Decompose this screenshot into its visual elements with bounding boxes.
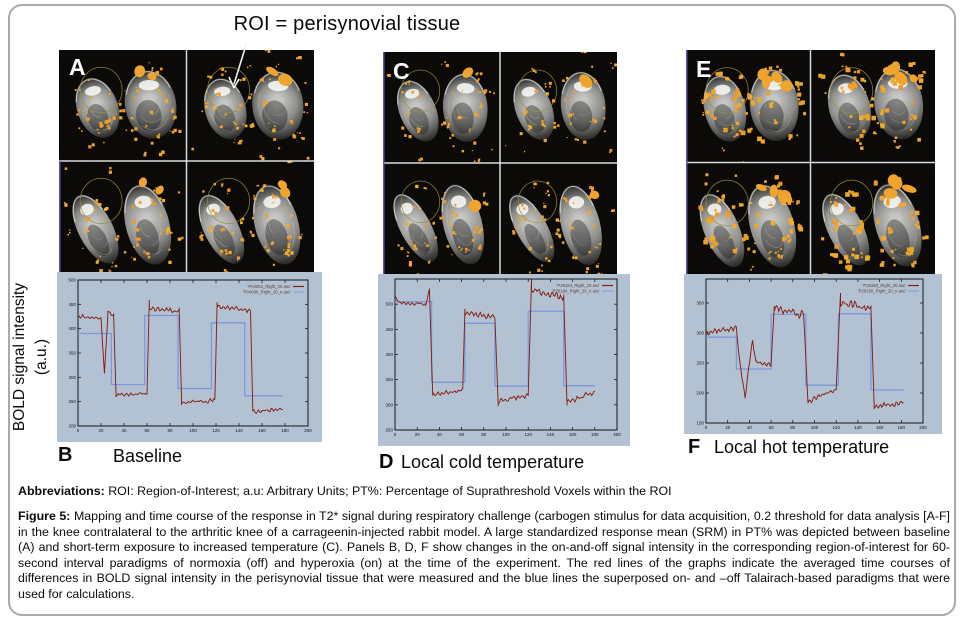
figure-caption-text: Mapping and time course of the response … bbox=[18, 509, 950, 601]
caption-baseline: Baseline bbox=[113, 446, 183, 466]
y-axis-label-line2: (a.u.) bbox=[32, 338, 50, 376]
abbreviations-lead: Abbreviations: bbox=[18, 484, 105, 498]
figure-caption: Figure 5: Mapping and time course of the… bbox=[18, 509, 950, 602]
panel-letter-c: C bbox=[393, 58, 410, 84]
bold-graph-hot bbox=[684, 274, 942, 434]
y-axis-label-line1: BOLD signal intensity bbox=[11, 282, 28, 432]
y-axis-label: BOLD signal intensity (a.u.) bbox=[9, 247, 57, 467]
figure-border bbox=[8, 4, 956, 616]
mri-panel-hot bbox=[686, 50, 935, 275]
panel-letter-f: F bbox=[688, 436, 701, 458]
caption-hot: Local hot temperature bbox=[714, 437, 890, 457]
panel-letter-e: E bbox=[696, 56, 712, 82]
panel-letter-a: A bbox=[69, 54, 86, 80]
mri-panel-cold bbox=[383, 52, 617, 274]
panel-letter-d: D bbox=[379, 451, 394, 473]
mri-panel-baseline bbox=[59, 50, 314, 272]
caption-cold: Local cold temperature bbox=[401, 452, 585, 472]
abbreviations-text: ROI: Region-of-Interest; a.u: Arbitrary … bbox=[104, 484, 672, 498]
figure-caption-lead: Figure 5: bbox=[18, 509, 71, 523]
bold-graph-baseline bbox=[57, 272, 322, 442]
abbreviations-line: Abbreviations: ROI: Region-of-Interest; … bbox=[18, 484, 948, 498]
roi-title: ROI = perisynovial tissue bbox=[233, 13, 461, 35]
bold-graph-cold bbox=[378, 274, 630, 446]
panel-letter-b: B bbox=[58, 444, 73, 466]
